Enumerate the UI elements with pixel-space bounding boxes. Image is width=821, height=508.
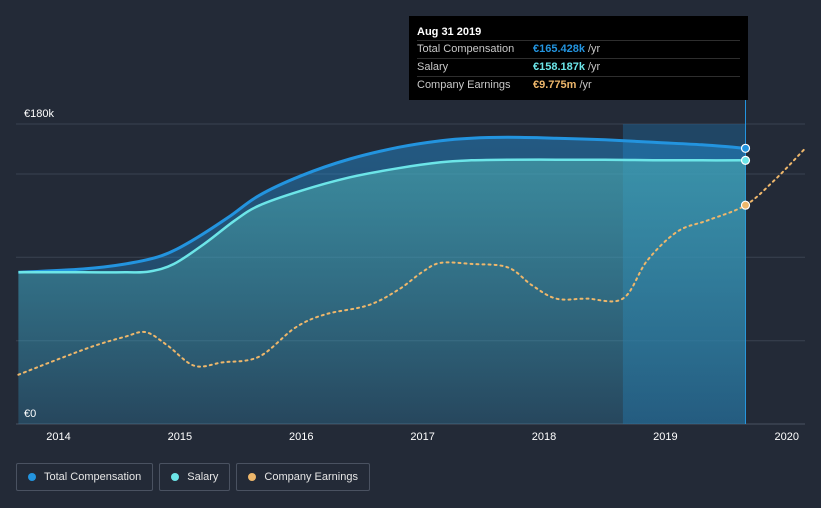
axis-labels: €180k €0 2014 2015 2016 2017 2018 2019 2020 (24, 108, 799, 443)
line-salary (18, 158, 746, 274)
tooltip-label: Total Compensation (417, 43, 515, 55)
tooltip-label: Company Earnings (417, 79, 511, 91)
compensation-chart: €180k €0 2014 2015 2016 2017 2018 2019 2020 (16, 100, 806, 443)
tooltip-unit: /yr (588, 61, 601, 73)
series-lines (17, 135, 806, 376)
tooltip-row-total-compensation: Total Compensation €165.428k /yr (417, 40, 740, 58)
legend-label: Company Earnings (264, 471, 358, 483)
x-tick-label: 2020 (775, 431, 799, 443)
area-salary (18, 159, 746, 424)
legend-item-company-earnings[interactable]: Company Earnings (236, 463, 370, 491)
tooltip: Aug 31 2019 Total Compensation €165.428k… (409, 16, 748, 100)
tooltip-label: Salary (417, 61, 449, 73)
chart-legend: Total Compensation Salary Company Earnin… (16, 463, 376, 491)
tooltip-value: €158.187k (533, 61, 585, 73)
series-markers[interactable] (740, 143, 751, 210)
tooltip-date: Aug 31 2019 (417, 26, 482, 38)
x-tick-label: 2017 (410, 431, 434, 443)
legend-label: Total Compensation (44, 471, 142, 483)
dot-icon (248, 473, 257, 481)
tooltip-row-company-earnings: Company Earnings €9.775m /yr (417, 76, 740, 94)
dot-icon (28, 473, 36, 481)
x-tick-label: 2015 (168, 431, 192, 443)
line-total-compensation (18, 135, 746, 274)
series-areas (18, 137, 746, 425)
line-company-earnings (17, 147, 806, 376)
x-tick-label: 2018 (532, 431, 556, 443)
tooltip-unit: /yr (588, 43, 601, 55)
x-tick-label: 2014 (46, 431, 70, 443)
tooltip-value: €165.428k (533, 43, 585, 55)
y-tick-label: €0 (24, 408, 36, 420)
legend-item-total-compensation[interactable]: Total Compensation (16, 463, 154, 491)
dot-icon (171, 473, 180, 481)
x-tick-label: 2019 (653, 431, 677, 443)
x-tick-label: 2016 (289, 431, 313, 443)
marker-total-compensation (740, 143, 751, 153)
y-tick-label: €180k (24, 108, 54, 120)
marker-salary (740, 155, 751, 165)
legend-label: Salary (187, 471, 219, 483)
tooltip-unit: /yr (579, 79, 592, 91)
marker-company-earnings (740, 200, 751, 210)
tooltip-row-salary: Salary €158.187k /yr (417, 58, 740, 76)
tooltip-value: €9.775m (533, 79, 577, 91)
legend-item-salary[interactable]: Salary (159, 463, 231, 491)
